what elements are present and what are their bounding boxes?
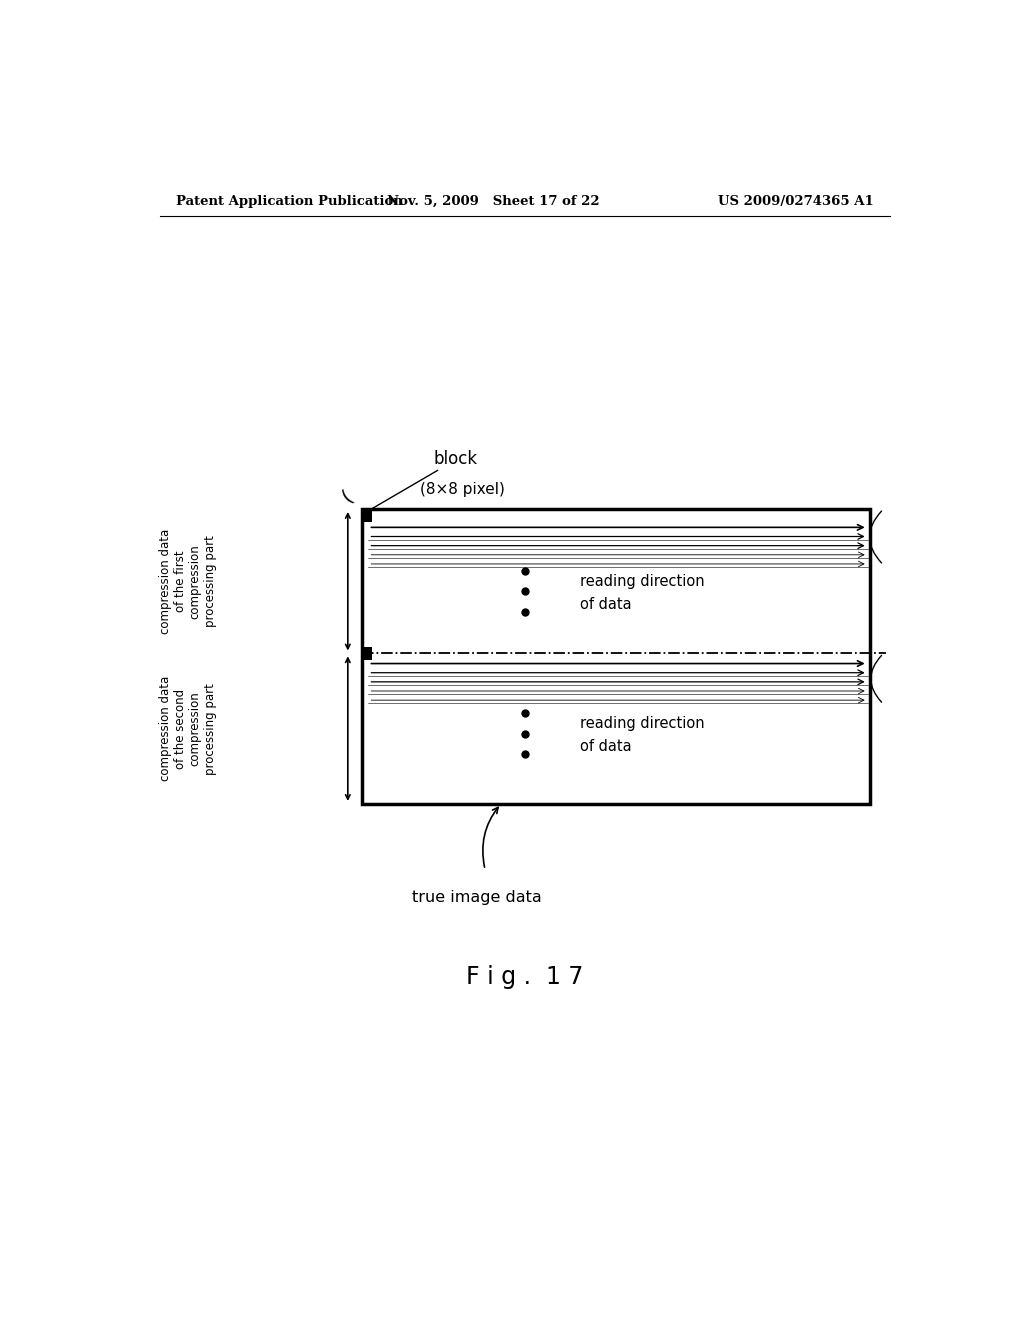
Bar <box>362 647 373 660</box>
Text: reading direction: reading direction <box>581 715 705 731</box>
Text: block: block <box>433 450 477 469</box>
Text: (8×8 pixel): (8×8 pixel) <box>420 482 505 496</box>
Bar <box>362 510 870 804</box>
Bar <box>362 510 373 523</box>
Text: reading direction: reading direction <box>581 574 705 589</box>
Text: of data: of data <box>581 739 632 755</box>
Text: Patent Application Publication: Patent Application Publication <box>176 194 402 207</box>
Text: Nov. 5, 2009   Sheet 17 of 22: Nov. 5, 2009 Sheet 17 of 22 <box>387 194 599 207</box>
Text: of data: of data <box>581 597 632 612</box>
Text: compression data
of the first
compression
processing part: compression data of the first compressio… <box>159 528 216 634</box>
Text: F i g .  1 7: F i g . 1 7 <box>466 965 584 989</box>
Text: compression data
of the second
compression
processing part: compression data of the second compressi… <box>159 676 216 781</box>
Text: US 2009/0274365 A1: US 2009/0274365 A1 <box>718 194 873 207</box>
Text: (: ( <box>338 487 355 506</box>
Text: true image data: true image data <box>413 890 542 906</box>
